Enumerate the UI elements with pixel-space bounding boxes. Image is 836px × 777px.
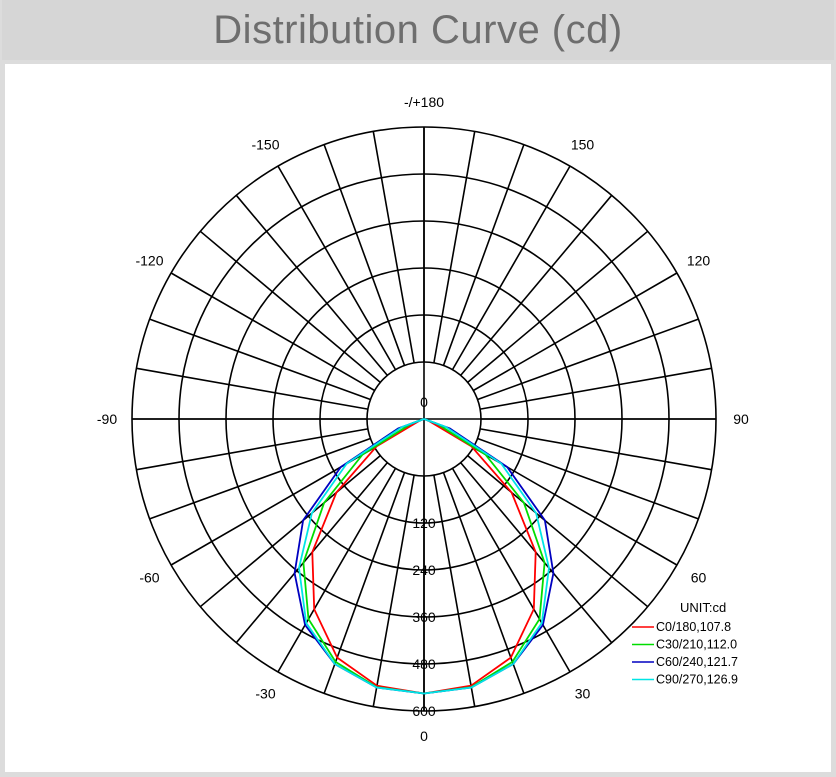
grid-spoke [235, 194, 388, 376]
grid-spoke [433, 131, 476, 364]
grid-spoke [170, 272, 376, 392]
angle-label: -60 [139, 570, 159, 586]
legend-entry: C0/180,107.8 [656, 620, 731, 634]
grid-spoke [477, 318, 699, 401]
angle-label: 150 [571, 136, 595, 152]
grid-spoke [149, 318, 371, 401]
title-bar: Distribution Curve (cd) [2, 0, 834, 60]
angle-label: -90 [97, 411, 117, 427]
legend-entry: C60/240,121.7 [656, 655, 738, 669]
grid-spoke [442, 144, 525, 366]
angle-label: -120 [135, 253, 163, 269]
grid-spoke [136, 367, 369, 410]
radial-tick-label: 0 [420, 394, 428, 410]
grid-spoke [323, 144, 406, 366]
grid-spoke [467, 230, 649, 383]
radial-tick-label: 360 [412, 609, 436, 625]
grid-spoke [277, 165, 397, 371]
series-line-3 [298, 418, 550, 695]
grid-spoke [467, 455, 649, 608]
plot-area [5, 64, 831, 772]
grid-spoke [149, 437, 371, 520]
grid-spoke [460, 194, 613, 376]
chart-title: Distribution Curve (cd) [213, 7, 623, 52]
legend-entry: C90/270,126.9 [656, 673, 738, 687]
grid-spoke [433, 474, 476, 707]
grid-spoke [472, 272, 678, 392]
grid-spoke [451, 467, 571, 673]
grid-spoke [442, 472, 525, 694]
angle-label: -/+180 [404, 94, 444, 110]
grid-spoke [199, 455, 381, 608]
grid-spoke [477, 437, 699, 520]
grid-spoke [479, 428, 712, 471]
angle-label: -150 [251, 136, 279, 152]
radial-tick-label: 480 [412, 656, 436, 672]
grid-spoke [136, 428, 369, 471]
radial-tick-label: 120 [412, 515, 436, 531]
grid-spoke [479, 367, 712, 410]
radial-tick-label: 240 [412, 562, 436, 578]
radial-tick-label: 600 [412, 703, 436, 719]
angle-label: 0 [420, 728, 428, 744]
grid-spoke [372, 474, 415, 707]
grid-spoke [451, 165, 571, 371]
grid-spoke [199, 230, 381, 383]
angle-label: -30 [255, 686, 275, 702]
grid-spoke [372, 131, 415, 364]
angle-label: 120 [687, 253, 711, 269]
grid-spoke [277, 467, 397, 673]
angle-label: 60 [691, 570, 707, 586]
angle-label: 90 [733, 411, 749, 427]
angle-label: 30 [575, 686, 591, 702]
unit-label: UNIT:cd [680, 600, 726, 615]
grid-spoke [323, 472, 406, 694]
legend-entry: C30/210,112.0 [656, 638, 737, 652]
